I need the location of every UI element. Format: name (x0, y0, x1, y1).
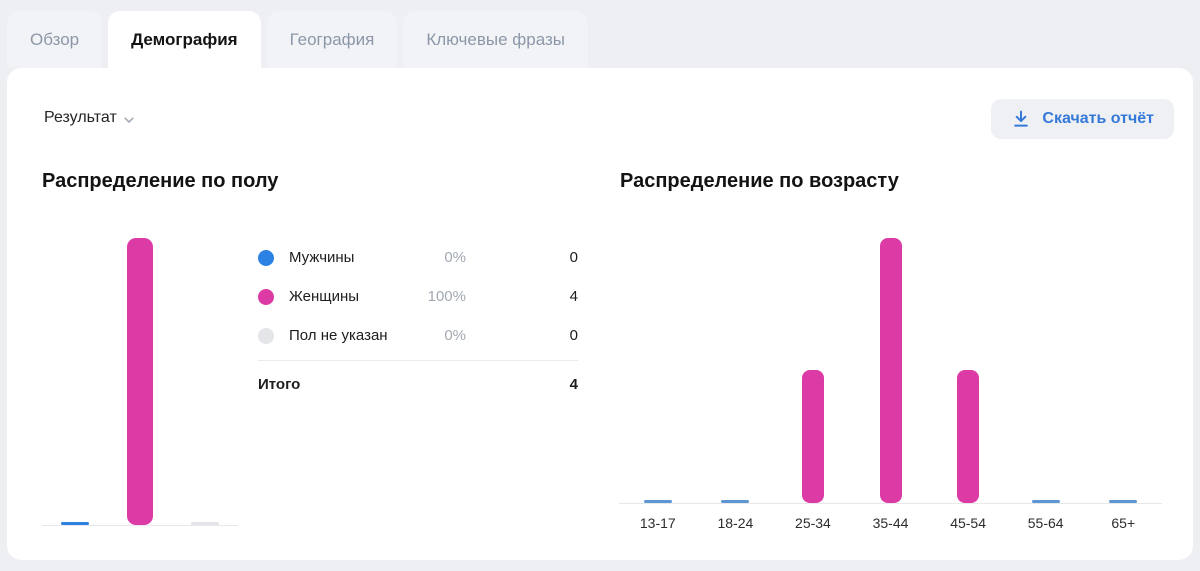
bar-slot-25-34 (774, 370, 852, 503)
legend-row-unspecified: Пол не указан 0% 0 (258, 316, 578, 355)
zero-bar-Пол не указан (191, 522, 220, 525)
gender-legend: Мужчины 0% 0 Женщины 100% 4 Пол не указа… (258, 238, 578, 407)
chart-plot-area (42, 238, 238, 526)
gender-chart-title: Распределение по полу (42, 170, 279, 192)
chevron-down-icon (124, 116, 134, 123)
legend-label: Мужчины (289, 249, 355, 266)
zero-bar-18-24 (721, 500, 750, 503)
tab-overview[interactable]: Обзор (7, 11, 103, 68)
zero-bar-65+ (1109, 500, 1138, 503)
download-icon (1014, 110, 1029, 127)
tab-bar: Обзор Демография География Ключевые фраз… (0, 0, 1200, 68)
x-axis-label-18-24: 18-24 (717, 515, 754, 531)
zero-bar-Мужчины (60, 522, 89, 525)
bar-slot-Пол не указан (173, 522, 238, 525)
legend-label: Пол не указан (289, 327, 388, 344)
legend-percent: 0% (444, 249, 466, 266)
download-button-label: Скачать отчёт (1042, 110, 1154, 127)
bar-slot-35-44 (852, 238, 930, 503)
download-report-button[interactable]: Скачать отчёт (991, 99, 1174, 139)
bar-slot-13-17 (619, 500, 697, 503)
bar-25-34 (801, 370, 824, 503)
legend-total-row: Итого 4 (258, 361, 578, 407)
tab-demographics[interactable]: Демография (108, 11, 261, 68)
legend-count: 4 (569, 288, 578, 305)
x-axis-label-25-34: 25-34 (795, 515, 831, 531)
bar-35-44 (879, 238, 902, 503)
result-dropdown[interactable]: Результат (44, 109, 136, 127)
age-chart-title: Распределение по возрасту (620, 170, 899, 192)
bar-slot-Женщины (107, 238, 172, 525)
report-card: Результат Скачать отчёт Распределение по… (7, 68, 1193, 560)
bar-slot-Мужчины (42, 522, 107, 525)
bar-Женщины (126, 238, 153, 525)
age-bar-chart: 13-17 18-24 25-34 35-44 45-54 55-64 65+ (619, 238, 1162, 531)
x-axis-label-55-64: 55-64 (1027, 515, 1064, 531)
tab-geography[interactable]: География (266, 11, 398, 68)
male-legend-dot (258, 249, 274, 266)
x-axis-labels: 13-17 18-24 25-34 35-44 45-54 55-64 65+ (619, 504, 1162, 531)
zero-bar-55-64 (1031, 500, 1060, 503)
bar-slot-55-64 (1007, 500, 1085, 503)
bar-slot-45-54 (929, 370, 1007, 503)
gender-bar-chart (42, 238, 238, 526)
x-axis-label-13-17: 13-17 (639, 515, 676, 531)
female-legend-dot (258, 288, 274, 305)
legend-row-female: Женщины 100% 4 (258, 277, 578, 316)
legend-percent: 0% (444, 327, 466, 344)
legend-divider (258, 360, 578, 361)
bar-slot-65+ (1084, 500, 1162, 503)
x-axis-label-65+: 65+ (1111, 515, 1136, 531)
zero-bar-13-17 (643, 500, 672, 503)
legend-percent: 100% (427, 288, 466, 305)
bar-45-54 (957, 370, 980, 503)
legend-label: Женщины (289, 288, 360, 305)
x-axis-label-35-44: 35-44 (872, 515, 909, 531)
legend-row-male: Мужчины 0% 0 (258, 238, 578, 277)
bar-slot-18-24 (697, 500, 775, 503)
tab-key-phrases[interactable]: Ключевые фразы (403, 11, 588, 68)
chart-plot-area (619, 238, 1162, 504)
x-axis-label-45-54: 45-54 (950, 515, 986, 531)
legend-count: 0 (569, 249, 578, 266)
unspecified-legend-dot (258, 327, 274, 344)
legend-count: 0 (569, 327, 578, 344)
result-dropdown-label: Результат (44, 109, 117, 126)
total-count: 4 (569, 375, 578, 393)
total-label: Итого (258, 375, 301, 393)
